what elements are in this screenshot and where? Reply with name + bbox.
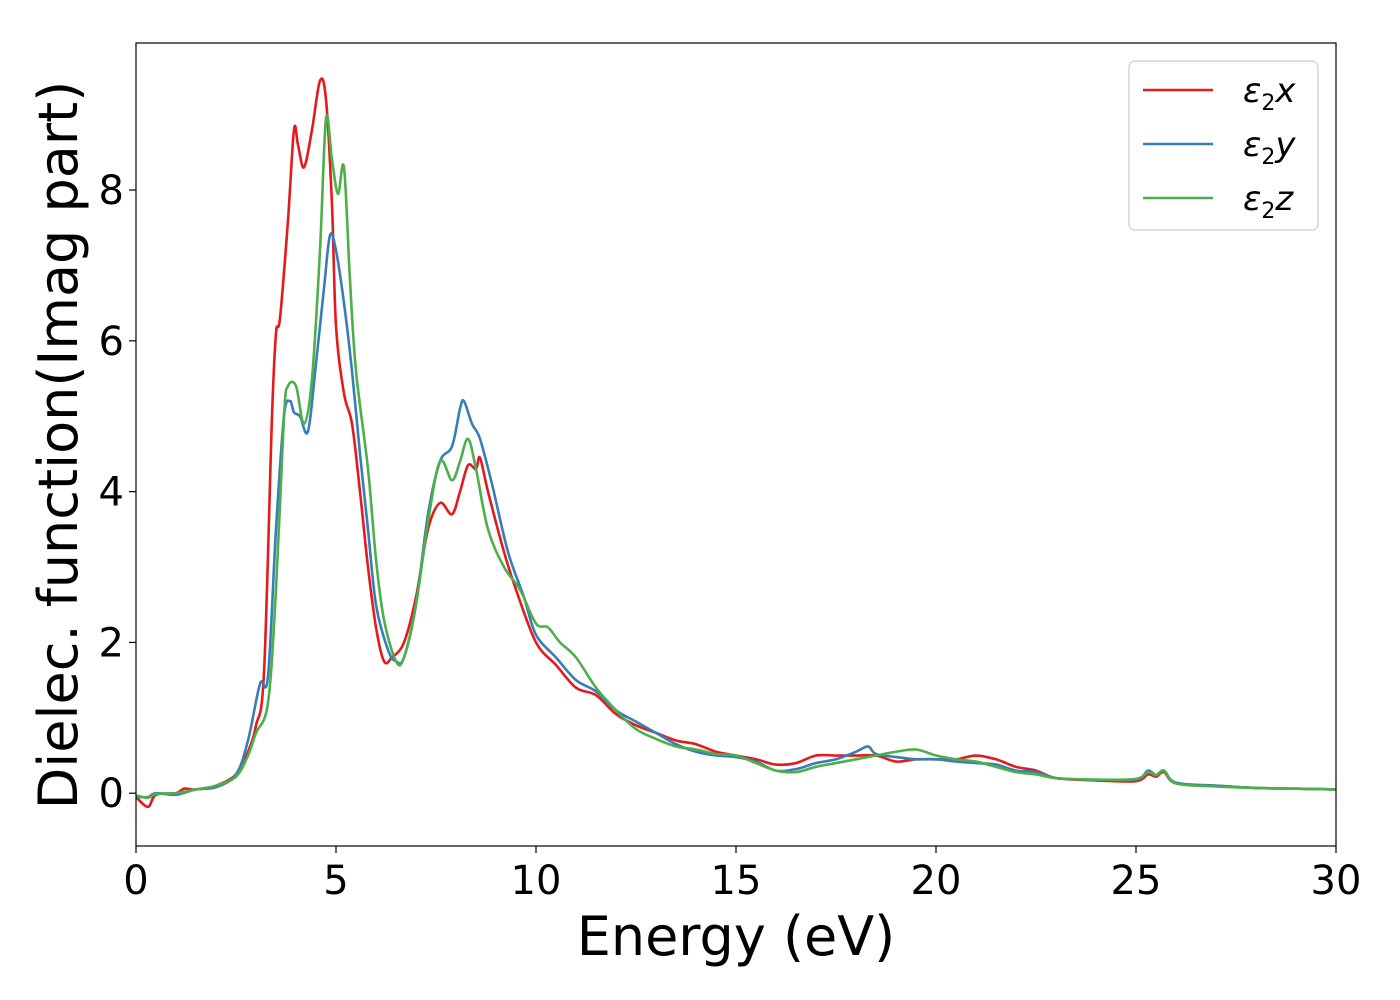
x-tick-label: 20 (911, 858, 962, 904)
x-tick-label: 10 (511, 858, 562, 904)
y-axis-ticks: 0 2 4 6 8 (99, 168, 136, 817)
x-tick-label: 25 (1111, 858, 1162, 904)
x-tick-label: 15 (711, 858, 762, 904)
x-tick-label: 5 (323, 858, 348, 904)
series-lines (136, 77, 1336, 809)
y-tick-label: 6 (99, 319, 124, 365)
series-line-x (136, 77, 1336, 809)
legend-label-x: ε2x (1243, 71, 1296, 116)
legend: ε2x ε2y ε2z (1128, 60, 1319, 231)
x-tick-label: 30 (1311, 858, 1362, 904)
x-tick-label: 0 (123, 858, 148, 904)
legend-box (1128, 60, 1319, 231)
series-line-y (136, 232, 1336, 799)
legend-label-y: ε2y (1243, 125, 1296, 170)
y-axis-label: Dielec. function(Imag part) (27, 81, 90, 810)
y-tick-label: 2 (99, 620, 124, 666)
legend-label-z: ε2z (1243, 179, 1294, 224)
y-tick-label: 0 (99, 771, 124, 817)
y-tick-label: 8 (99, 168, 124, 214)
x-axis-label: Energy (eV) (577, 905, 896, 968)
series-line-z (136, 114, 1336, 800)
y-tick-label: 4 (99, 470, 124, 516)
x-axis-ticks: 0 5 10 15 20 25 30 (123, 846, 1361, 904)
